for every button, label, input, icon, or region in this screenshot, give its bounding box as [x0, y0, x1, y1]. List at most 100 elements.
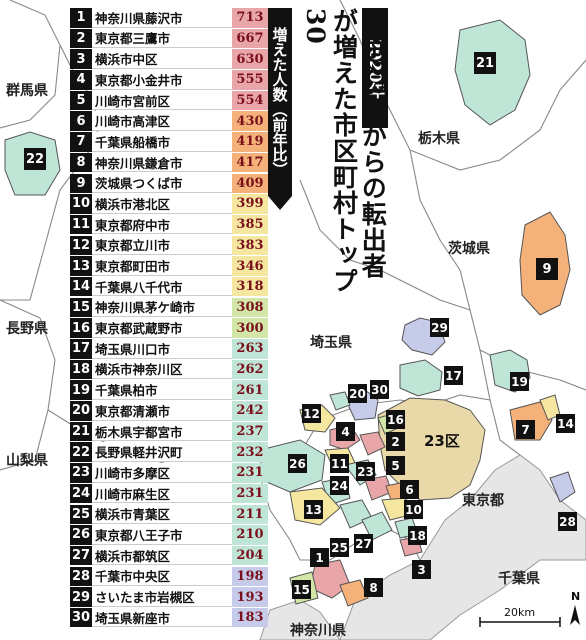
- ranking-row: 22 長野県軽井沢町 232: [70, 442, 268, 462]
- ranking-rank: 2: [70, 28, 92, 49]
- marker-13: 13: [304, 500, 323, 519]
- ranking-rank: 18: [70, 359, 92, 380]
- ranking-rank: 3: [70, 49, 92, 69]
- marker-29: 29: [430, 318, 449, 337]
- tokyo-bay: [339, 454, 586, 640]
- ranking-city: 川崎市高津区: [92, 111, 232, 131]
- ranking-city: 神奈川県鎌倉市: [92, 152, 232, 173]
- ranking-list: 1 神奈川県藤沢市 713 2 東京都三鷹市 667 3 横浜市中区 630 4 東京都小金井市 55…: [70, 8, 268, 629]
- marker-3: 3: [412, 560, 431, 579]
- marker-22: 22: [24, 148, 46, 170]
- ranking-value: 262: [232, 359, 268, 380]
- ranking-city: 長野県軽井沢町: [92, 442, 232, 462]
- ranking-value: 630: [232, 49, 268, 69]
- ranking-value: 242: [232, 401, 268, 421]
- label-saitama: 埼玉県: [310, 335, 352, 351]
- ranking-rank: 1: [70, 8, 92, 28]
- scale-label: 20km: [504, 606, 536, 619]
- ranking-value: 308: [232, 297, 268, 318]
- ranking-value: 261: [232, 380, 268, 400]
- marker-2: 2: [386, 432, 405, 451]
- ranking-value: 204: [232, 545, 268, 566]
- area-2-mitaka: [359, 431, 386, 456]
- marker-27: 27: [354, 534, 373, 553]
- ranking-city: 千葉県船橋市: [92, 132, 232, 152]
- ranking-row: 7 千葉県船橋市 419: [70, 132, 268, 152]
- ranking-rank: 13: [70, 256, 92, 276]
- ranking-row: 9 茨城県つくば市 409: [70, 173, 268, 193]
- ranking-row: 2 東京都三鷹市 667: [70, 28, 268, 49]
- ranking-city: 埼玉県新座市: [92, 607, 232, 628]
- ranking-city: 茨城県つくば市: [92, 173, 232, 193]
- ranking-city: 横浜市都筑区: [92, 545, 232, 566]
- marker-23: 23: [356, 462, 375, 481]
- ranking-rank: 17: [70, 339, 92, 359]
- ranking-value: 399: [232, 194, 268, 214]
- ranking-rank: 7: [70, 132, 92, 152]
- ranking-value: 183: [232, 607, 268, 628]
- ranking-rank: 21: [70, 421, 92, 442]
- ranking-value: 419: [232, 132, 268, 152]
- scale-bar: [479, 617, 561, 627]
- ranking-value: 346: [232, 256, 268, 276]
- year-badge: 2020年: [362, 8, 388, 128]
- ranking-city: 東京都清瀬市: [92, 401, 232, 421]
- marker-26: 26: [288, 454, 307, 473]
- ranking-city: 川崎市宮前区: [92, 90, 232, 111]
- ranking-rank: 16: [70, 318, 92, 338]
- ranking-row: 14 千葉県八千代市 318: [70, 276, 268, 297]
- ranking-city: 東京都小金井市: [92, 70, 232, 90]
- ranking-row: 13 東京都町田市 346: [70, 256, 268, 276]
- headline: 東京23区からの転出者が増えた市区町村トップ30: [300, 8, 388, 298]
- ranking-rank: 6: [70, 111, 92, 131]
- ranking-row: 30 埼玉県新座市 183: [70, 607, 268, 628]
- ranking-city: 千葉県八千代市: [92, 276, 232, 297]
- marker-8: 8: [364, 578, 383, 597]
- label-tokyo23: 23区: [424, 432, 460, 450]
- ranking-value: 713: [232, 8, 268, 28]
- ranking-value: 231: [232, 483, 268, 504]
- marker-6: 6: [400, 480, 419, 499]
- marker-5: 5: [386, 456, 405, 475]
- area-27-tsuzuki: [361, 511, 393, 541]
- ranking-row: 12 東京都立川市 383: [70, 235, 268, 256]
- ranking-value: 263: [232, 339, 268, 359]
- marker-15: 15: [292, 580, 311, 599]
- ranking-value: 210: [232, 525, 268, 545]
- ranking-rank: 12: [70, 235, 92, 256]
- label-chiba: 千葉県: [498, 571, 540, 587]
- ranking-row: 8 神奈川県鎌倉市 417: [70, 152, 268, 173]
- marker-9: 9: [536, 258, 558, 280]
- marker-14: 14: [556, 414, 575, 433]
- ranking-city: 東京都立川市: [92, 235, 232, 256]
- marker-16: 16: [386, 410, 405, 429]
- marker-12: 12: [302, 404, 321, 423]
- ranking-row: 29 さいたま市岩槻区 193: [70, 587, 268, 607]
- ranking-rank: 10: [70, 194, 92, 214]
- ranking-value: 385: [232, 214, 268, 235]
- ranking-city: 東京都町田市: [92, 256, 232, 276]
- marker-18: 18: [408, 526, 427, 545]
- marker-25: 25: [330, 538, 349, 557]
- ranking-rank: 27: [70, 545, 92, 566]
- marker-4: 4: [336, 422, 355, 441]
- ranking-rank: 25: [70, 504, 92, 524]
- area-17-kawaguchi: [399, 359, 443, 397]
- ranking-value: 211: [232, 504, 268, 524]
- ranking-rank: 4: [70, 70, 92, 90]
- label-yamanashi: 山梨県: [6, 453, 48, 469]
- ranking-rank: 8: [70, 152, 92, 173]
- ranking-rank: 24: [70, 483, 92, 504]
- ranking-value: 198: [232, 566, 268, 587]
- ranking-row: 18 横浜市神奈川区 262: [70, 359, 268, 380]
- ranking-city: 千葉市中央区: [92, 566, 232, 587]
- ranking-rank: 26: [70, 525, 92, 545]
- marker-7: 7: [516, 420, 535, 439]
- headline-text: 東京23区からの転出者が増えた市区町村トップ30: [300, 8, 388, 294]
- ranking-value: 237: [232, 421, 268, 442]
- area-8-kamakura: [339, 579, 369, 607]
- ranking-value: 383: [232, 235, 268, 256]
- ranking-value: 667: [232, 28, 268, 49]
- north-label: N: [571, 590, 581, 603]
- label-ibaraki: 茨城県: [448, 241, 490, 257]
